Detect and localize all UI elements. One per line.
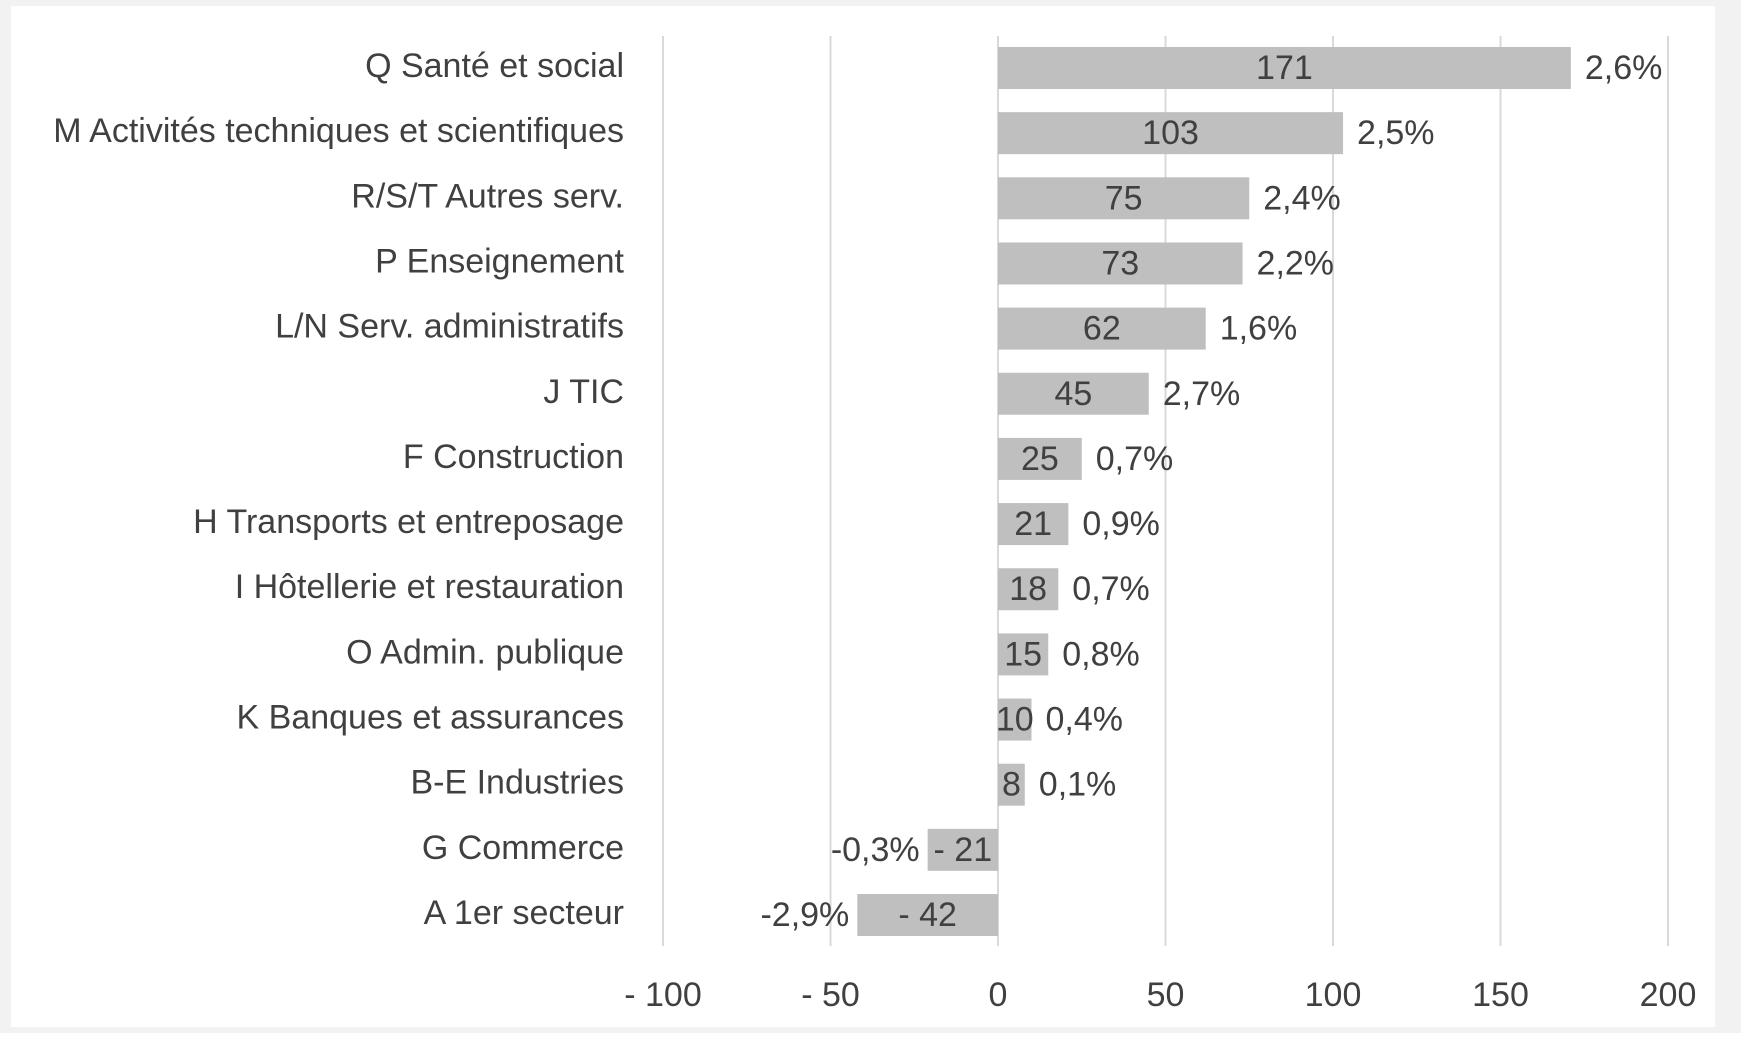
value-label: 21 [1014, 505, 1052, 543]
bar [998, 503, 1069, 546]
growth-label: -2,9% [760, 896, 849, 934]
x-tick-label: 200 [1640, 976, 1697, 1014]
x-tick-label: 150 [1472, 976, 1529, 1014]
category-label: H Transports et entreposage [193, 503, 624, 541]
category-label: L/N Serv. administratifs [275, 308, 624, 346]
growth-label: 2,5% [1357, 114, 1435, 152]
value-label: 15 [1004, 635, 1042, 673]
growth-label: 0,7% [1096, 440, 1174, 478]
value-label: - 21 [934, 831, 993, 869]
growth-label: 2,2% [1257, 244, 1335, 282]
growth-label: 2,6% [1585, 49, 1663, 87]
growth-label: -0,3% [831, 831, 920, 869]
category-label: O Admin. publique [346, 633, 624, 671]
category-label: I Hôtellerie et restauration [235, 568, 624, 606]
category-label: K Banques et assurances [237, 699, 624, 737]
bar [927, 828, 998, 871]
category-label: J TIC [543, 373, 624, 411]
value-label: 171 [1256, 49, 1313, 87]
bar [998, 763, 1025, 806]
value-label: 62 [1083, 310, 1121, 348]
growth-label: 1,6% [1220, 310, 1298, 348]
value-label: 45 [1054, 375, 1092, 413]
value-label: 73 [1101, 244, 1139, 282]
category-label: M Activités techniques et scientifiques [53, 112, 624, 150]
bar [857, 894, 998, 936]
category-label: F Construction [403, 438, 624, 476]
x-tick-label: 50 [1147, 976, 1185, 1014]
value-label: - 42 [898, 896, 957, 934]
bar [998, 112, 1344, 155]
growth-label: 0,8% [1062, 635, 1140, 673]
bar [998, 698, 1032, 741]
growth-label: 0,1% [1039, 766, 1117, 804]
bar [998, 177, 1250, 220]
category-label: Q Santé et social [365, 47, 624, 85]
bar [998, 47, 1571, 89]
category-label: B-E Industries [410, 764, 624, 802]
chart-area [11, 6, 1715, 1027]
value-label: 8 [1002, 766, 1021, 804]
growth-label: 2,4% [1263, 179, 1341, 217]
x-tick-label: 0 [989, 976, 1008, 1014]
bar [998, 633, 1049, 676]
category-label: A 1er secteur [424, 894, 624, 932]
value-label: 25 [1021, 440, 1059, 478]
category-label: P Enseignement [375, 242, 624, 280]
bar [998, 307, 1206, 350]
category-label: G Commerce [422, 829, 624, 867]
category-label: R/S/T Autres serv. [351, 177, 624, 215]
value-label: 103 [1142, 114, 1199, 152]
x-tick-label: - 100 [624, 976, 702, 1014]
bar [998, 568, 1059, 611]
bar [998, 242, 1243, 285]
growth-label: 0,9% [1082, 505, 1160, 543]
growth-label: 2,7% [1163, 375, 1241, 413]
growth-label: 0,4% [1046, 701, 1124, 739]
value-label: 75 [1105, 179, 1143, 217]
value-label: 18 [1009, 570, 1047, 608]
bar [998, 372, 1149, 415]
value-label: 10 [996, 701, 1034, 739]
bar [998, 437, 1082, 480]
x-tick-label: - 50 [801, 976, 860, 1014]
x-tick-label: 100 [1305, 976, 1362, 1014]
growth-label: 0,7% [1072, 570, 1150, 608]
